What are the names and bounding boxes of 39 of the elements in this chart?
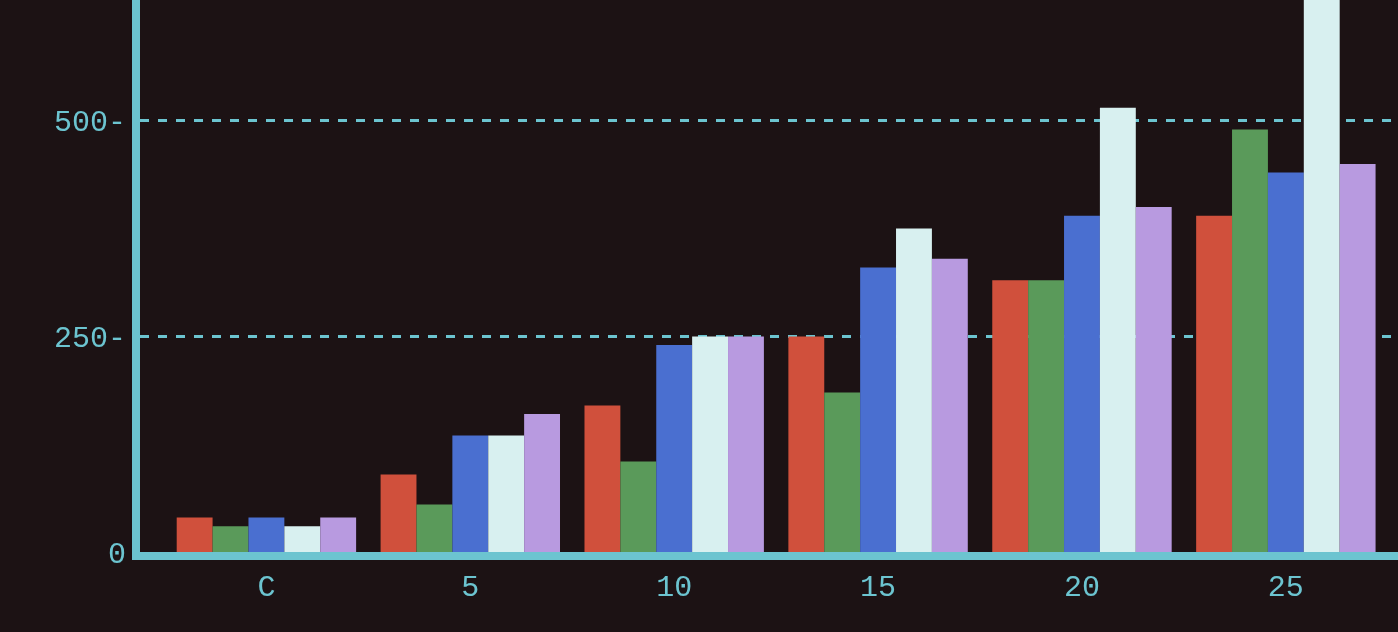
bar <box>1028 280 1065 552</box>
bar <box>1339 163 1376 552</box>
bar <box>248 517 285 552</box>
x-tick-label: C <box>257 571 276 605</box>
x-tick-label: 5 <box>461 571 480 605</box>
x-tick-label: 10 <box>656 571 693 605</box>
y-tick-label: 0 <box>107 537 126 572</box>
bar <box>788 336 825 552</box>
bar <box>1064 215 1100 552</box>
bar <box>1267 172 1304 552</box>
y-tick-label: 250- <box>53 321 126 356</box>
bar <box>488 435 525 552</box>
bar <box>728 336 764 552</box>
bar <box>284 526 321 552</box>
bar <box>860 267 897 552</box>
bar <box>1099 107 1136 552</box>
bar <box>992 280 1029 552</box>
x-tick-label: 15 <box>860 571 897 605</box>
bar <box>692 336 729 552</box>
x-tick-label: 25 <box>1267 571 1304 605</box>
bar <box>656 345 693 552</box>
bar <box>584 405 621 552</box>
bar <box>380 474 417 552</box>
x-tick-label: 20 <box>1063 571 1100 605</box>
bar <box>1196 215 1233 552</box>
bar <box>524 414 561 552</box>
bar <box>931 258 968 552</box>
bar <box>896 228 932 552</box>
bar <box>1232 129 1268 552</box>
bar <box>320 517 357 552</box>
bar <box>824 392 861 552</box>
bar <box>212 526 249 552</box>
bar <box>1135 207 1172 552</box>
bar <box>452 435 489 552</box>
bar <box>620 461 657 552</box>
bar <box>176 517 213 552</box>
bar <box>416 504 453 552</box>
y-tick-label: 500- <box>53 106 126 141</box>
bar <box>1303 0 1340 552</box>
